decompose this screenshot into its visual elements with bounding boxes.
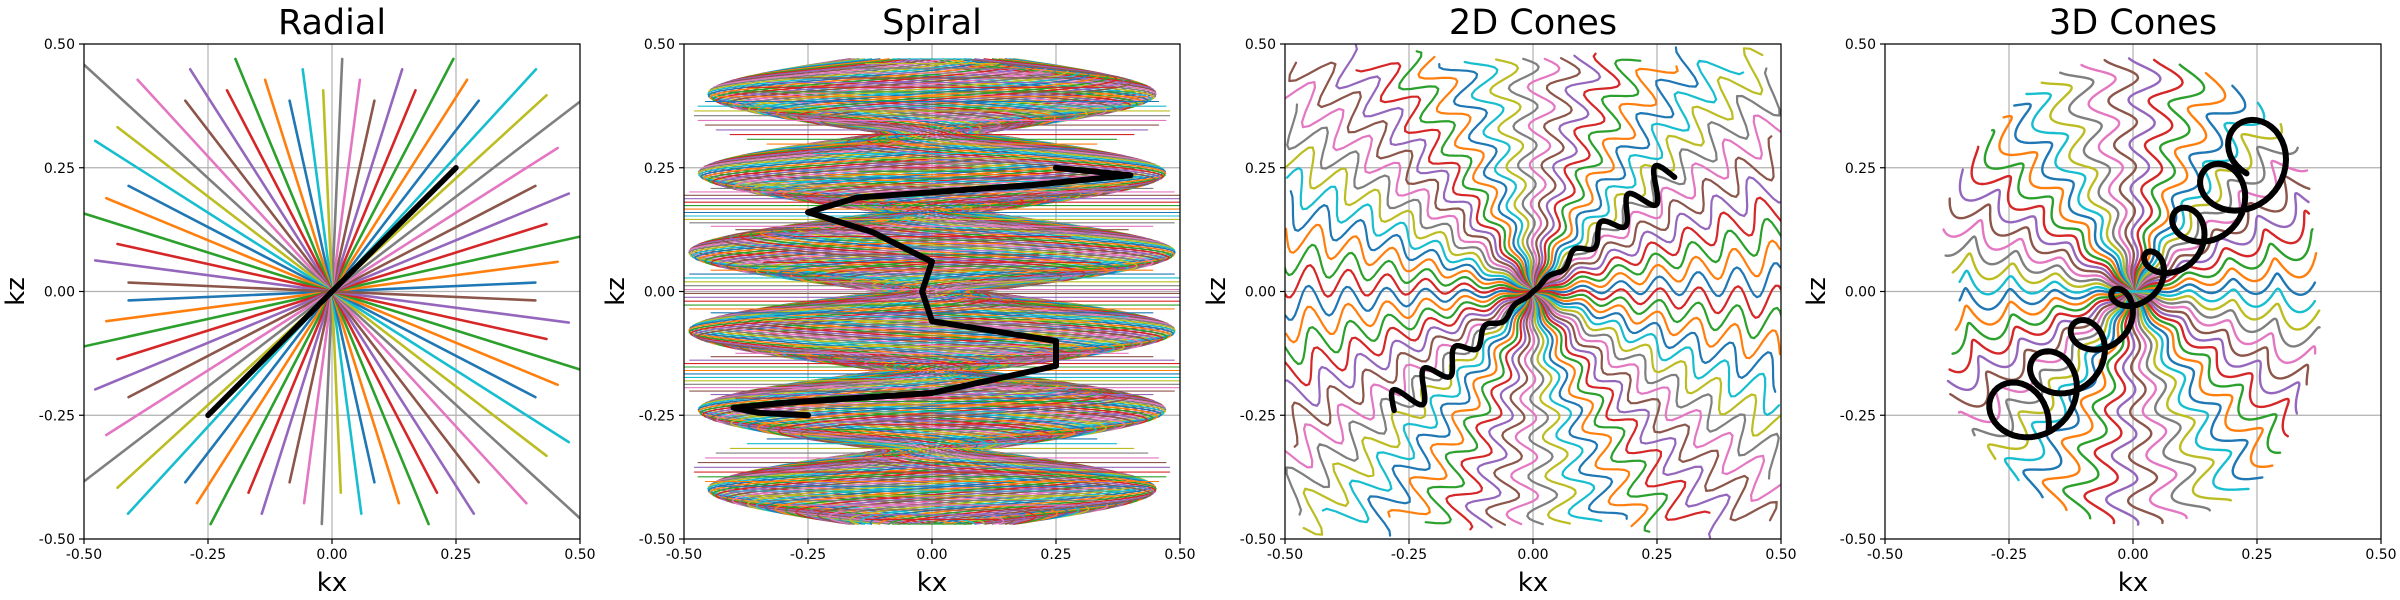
y-tick-label: -0.25 bbox=[1240, 408, 1276, 424]
axes-frame bbox=[1884, 43, 2382, 540]
y-tick-label: 0.25 bbox=[44, 161, 75, 177]
y-tick-label: -0.50 bbox=[39, 532, 75, 548]
y-tick-label: -0.50 bbox=[1840, 532, 1876, 548]
y-tick-label: 0.25 bbox=[1845, 161, 1876, 177]
y-tick-label: 0.50 bbox=[44, 37, 75, 53]
panel-radial: Radial -0.50-0.50 -0.25 -0.25 0.00 0.00 0.25 0.… bbox=[1, 3, 596, 598]
plot-area bbox=[84, 57, 580, 526]
spiral-interleave bbox=[694, 58, 1162, 525]
axes-frame bbox=[1284, 43, 1782, 540]
x-axis-label: kx bbox=[2118, 568, 2148, 598]
x-tick-label: -0.50 bbox=[1867, 547, 1903, 563]
panel-title: Spiral bbox=[882, 3, 982, 43]
panel-spiral: Spiral -0.50-0.50 -0.25 -0.25 0.00 0.00 0.25 0.… bbox=[601, 3, 1196, 598]
x-tick-label: 0.50 bbox=[2365, 547, 2396, 563]
spiral-interleave bbox=[704, 58, 1154, 525]
y-tick-label: 0.25 bbox=[644, 161, 675, 177]
spiral-interleave bbox=[696, 58, 1157, 525]
panel-title: 2D Cones bbox=[1449, 3, 1617, 43]
plot-area bbox=[1285, 44, 1781, 539]
spiral-interleave bbox=[702, 58, 1170, 525]
axes-frame bbox=[683, 43, 1181, 540]
x-axis-label: kx bbox=[317, 568, 347, 598]
y-tick-label: 0.00 bbox=[1845, 285, 1876, 301]
x-tick-label: -0.25 bbox=[190, 547, 226, 563]
spiral-interleave bbox=[689, 58, 1166, 525]
x-axis-label: kx bbox=[917, 568, 947, 598]
x-tick-label: -0.50 bbox=[666, 547, 702, 563]
spiral-interleave bbox=[710, 58, 1161, 525]
x-axis-label: kx bbox=[1518, 568, 1548, 598]
x-tick-label: 0.50 bbox=[1765, 547, 1796, 563]
x-tick-label: -0.25 bbox=[1991, 547, 2027, 563]
highlight-trajectory bbox=[1388, 162, 1678, 414]
y-axis-label: kz bbox=[1802, 277, 1832, 306]
x-tick-label: 0.50 bbox=[564, 547, 595, 563]
axes-frame bbox=[83, 43, 581, 540]
x-tick-label: -0.50 bbox=[1267, 547, 1303, 563]
x-tick-label: 0.00 bbox=[1517, 547, 1548, 563]
spiral-interleave bbox=[699, 58, 1173, 525]
plot-area bbox=[684, 58, 1180, 525]
x-tick-label: -0.50 bbox=[66, 547, 102, 563]
x-tick-label: 0.00 bbox=[2117, 547, 2148, 563]
y-tick-label: -0.50 bbox=[1240, 532, 1276, 548]
x-tick-label: 0.50 bbox=[1164, 547, 1195, 563]
x-tick-label: -0.25 bbox=[790, 547, 826, 563]
spiral-interleave bbox=[697, 58, 1176, 525]
y-tick-label: 0.50 bbox=[644, 37, 675, 53]
spiral-interleave bbox=[688, 58, 1167, 525]
panel-cones2d: 2D Cones -0.50-0.50 -0.25 -0.25 0.00 0.00 0.25… bbox=[1202, 3, 1797, 598]
y-tick-label: 0.50 bbox=[1245, 37, 1276, 53]
x-tick-label: 0.25 bbox=[2241, 547, 2272, 563]
spiral-interleave bbox=[698, 58, 1175, 525]
x-tick-label: 0.25 bbox=[1641, 547, 1672, 563]
highlight-trajectory bbox=[205, 165, 459, 419]
x-tick-label: 0.00 bbox=[316, 547, 347, 563]
y-axis-label: kz bbox=[601, 277, 631, 306]
highlight-trajectory bbox=[730, 164, 1134, 419]
panel-cones3d: 3D Cones -0.50-0.50 -0.25 -0.25 0.00 0.00 0.25… bbox=[1802, 3, 2397, 598]
y-tick-label: 0.25 bbox=[1245, 161, 1276, 177]
y-tick-label: -0.25 bbox=[39, 408, 75, 424]
spiral-interleave bbox=[698, 58, 1159, 525]
y-tick-label: 0.00 bbox=[644, 285, 675, 301]
highlight-trajectory bbox=[1986, 116, 2289, 441]
panel-title: 3D Cones bbox=[2049, 3, 2217, 43]
y-tick-label: -0.50 bbox=[639, 532, 675, 548]
y-tick-label: -0.25 bbox=[1840, 408, 1876, 424]
y-tick-label: 0.00 bbox=[44, 285, 75, 301]
spiral-interleave bbox=[691, 58, 1165, 525]
y-axis-label: kz bbox=[1, 277, 31, 306]
panel-title: Radial bbox=[278, 3, 386, 43]
y-axis-label: kz bbox=[1202, 277, 1232, 306]
y-tick-label: -0.25 bbox=[639, 408, 675, 424]
x-tick-label: 0.00 bbox=[916, 547, 947, 563]
plot-area bbox=[1942, 57, 2321, 526]
y-tick-label: 0.00 bbox=[1245, 285, 1276, 301]
cone-readout bbox=[1958, 269, 2317, 314]
x-tick-label: 0.25 bbox=[440, 547, 471, 563]
x-tick-label: 0.25 bbox=[1040, 547, 1071, 563]
y-tick-label: 0.50 bbox=[1845, 37, 1876, 53]
x-tick-label: -0.25 bbox=[1391, 547, 1427, 563]
